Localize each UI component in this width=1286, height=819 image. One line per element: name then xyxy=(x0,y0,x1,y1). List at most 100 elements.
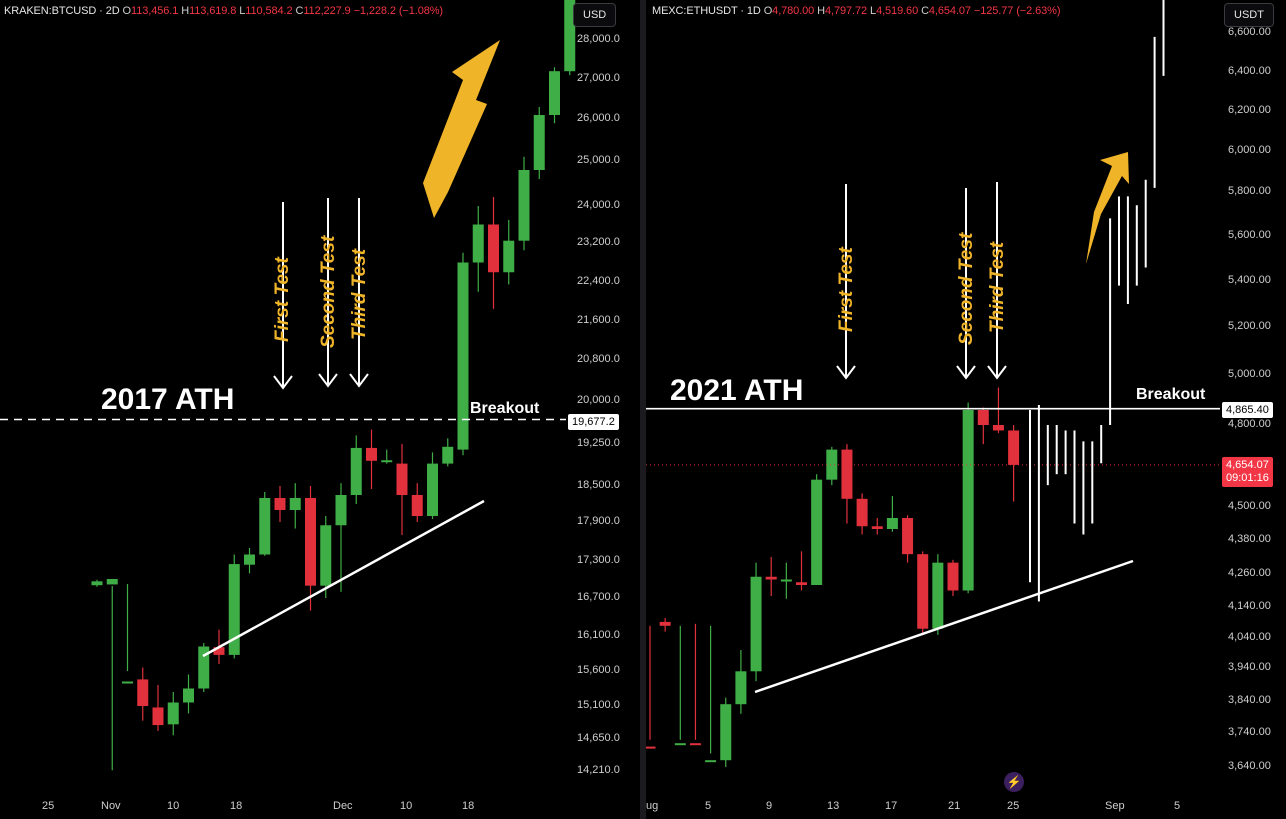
candle xyxy=(396,444,408,535)
eth-second-test-label: Second Test xyxy=(956,232,977,345)
candle-body xyxy=(947,562,959,591)
btc-breakout-label: Breakout xyxy=(470,400,540,417)
candle xyxy=(289,483,301,529)
lightning-icon[interactable]: ⚡ xyxy=(1004,772,1024,792)
eth-high: 4,797.72 xyxy=(825,5,868,17)
eth-time-tick: 13 xyxy=(827,800,840,812)
candle-body xyxy=(244,554,255,565)
eth-bar-countdown: 09:01:16 xyxy=(1226,472,1269,484)
eth-price-tick: 6,000.00 xyxy=(1228,144,1271,156)
first-test-arrow xyxy=(836,184,856,380)
candle xyxy=(106,578,118,771)
candle xyxy=(659,618,671,632)
candle-body xyxy=(765,576,777,580)
candle xyxy=(457,252,469,456)
eth-low: 4,519.60 xyxy=(876,5,919,17)
eth-ath-label: 2021 ATH xyxy=(670,374,804,407)
btc-price-tick: 14,650.0 xyxy=(577,732,620,744)
btc-price-tick: 23,200.0 xyxy=(577,236,620,248)
candle-body xyxy=(902,518,914,555)
btc-ohlc-header: KRAKEN:BTCUSD · 2D O113,456.1 H113,619.8… xyxy=(4,5,443,17)
candle-body xyxy=(320,525,332,586)
candle xyxy=(705,625,717,763)
candle xyxy=(780,562,792,599)
eth-chart-panel[interactable]: MEXC:ETHUSDT · 1D O4,780.00 H4,797.72 L4… xyxy=(646,0,1286,819)
panel-divider[interactable] xyxy=(640,0,646,819)
candle-body xyxy=(472,224,484,263)
candle-body xyxy=(137,679,149,706)
candle xyxy=(488,197,499,309)
candle-body xyxy=(350,447,362,495)
eth-time-tick: 5 xyxy=(705,800,712,812)
candle-body xyxy=(289,498,301,510)
candle-body xyxy=(259,498,271,555)
candle xyxy=(183,674,194,714)
candle-body xyxy=(442,446,454,464)
candle-body xyxy=(689,743,701,746)
candle xyxy=(977,407,989,445)
eth-time-tick: Sep xyxy=(1105,800,1125,812)
candle-body xyxy=(198,646,210,689)
btc-price-tick: 18,500.0 xyxy=(577,479,620,491)
candle-body xyxy=(488,224,499,273)
candle-body xyxy=(886,518,898,529)
candle-body xyxy=(992,425,1004,431)
eth-price-tick: 3,940.00 xyxy=(1228,661,1271,673)
candle xyxy=(826,446,838,486)
btc-first-test-label: First Test xyxy=(272,257,293,342)
eth-breakout-label: Breakout xyxy=(1136,386,1206,403)
eth-price-tick: 5,000.00 xyxy=(1228,368,1271,380)
eth-candlestick-chart[interactable] xyxy=(646,0,1286,819)
eth-price-tick: 6,200.00 xyxy=(1228,104,1271,116)
candle-body xyxy=(720,704,732,761)
btc-chart-panel[interactable]: KRAKEN:BTCUSD · 2D O113,456.1 H113,619.8… xyxy=(0,0,640,819)
eth-high-label: H xyxy=(817,5,826,17)
btc-open: 113,456.1 xyxy=(131,5,179,17)
candle xyxy=(856,493,868,535)
btc-open-label: O xyxy=(122,5,132,17)
eth-close: 4,654.07 xyxy=(928,5,971,17)
eth-time-tick: 25 xyxy=(1007,800,1020,812)
candle xyxy=(811,474,823,585)
third-test-arrow xyxy=(987,182,1007,380)
btc-time-tick: 10 xyxy=(167,800,180,812)
candle-body xyxy=(674,743,686,746)
eth-third-test-label: Third Test xyxy=(987,241,1008,333)
btc-candlestick-chart[interactable] xyxy=(0,0,640,819)
candle-body xyxy=(366,447,377,461)
candle xyxy=(198,643,210,692)
btc-price-tick: 28,000.0 xyxy=(577,33,620,45)
candle-body xyxy=(659,621,671,626)
candle xyxy=(871,518,883,535)
btc-third-test-label: Third Test xyxy=(349,248,370,340)
btc-change: −1,228.2 (−1.08%) xyxy=(353,5,444,17)
btc-price-tick: 27,000.0 xyxy=(577,72,620,84)
candle-body xyxy=(167,702,179,725)
btc-time-tick: 25 xyxy=(42,800,55,812)
eth-price-tick: 5,400.00 xyxy=(1228,274,1271,286)
support-trendline xyxy=(202,499,485,658)
candle-body xyxy=(228,564,240,655)
eth-currency-button[interactable]: USDT xyxy=(1224,3,1274,27)
btc-price-tick: 24,000.0 xyxy=(577,199,620,211)
candle xyxy=(427,452,438,519)
candle-body xyxy=(381,460,393,463)
eth-price-tick: 5,800.00 xyxy=(1228,185,1271,197)
candle xyxy=(886,496,898,532)
eth-ath-price-tag: 4,865.40 xyxy=(1222,402,1273,418)
eth-price-tick: 4,040.00 xyxy=(1228,631,1271,643)
candle-body xyxy=(646,746,656,749)
eth-price-tick: 5,600.00 xyxy=(1228,229,1271,241)
candle xyxy=(259,492,271,556)
eth-price-tick: 6,400.00 xyxy=(1228,65,1271,77)
btc-currency-button[interactable]: USD xyxy=(573,3,617,27)
btc-time-tick: 18 xyxy=(230,800,243,812)
support-trendline xyxy=(754,559,1134,694)
candle-body xyxy=(503,240,515,273)
btc-price-tick: 17,900.0 xyxy=(577,515,620,527)
eth-time-tick: 5 xyxy=(1174,800,1181,812)
eth-price-tick: 3,640.00 xyxy=(1228,760,1271,772)
eth-price-tick: 4,260.00 xyxy=(1228,567,1271,579)
candle xyxy=(917,551,929,635)
candle xyxy=(947,559,959,596)
